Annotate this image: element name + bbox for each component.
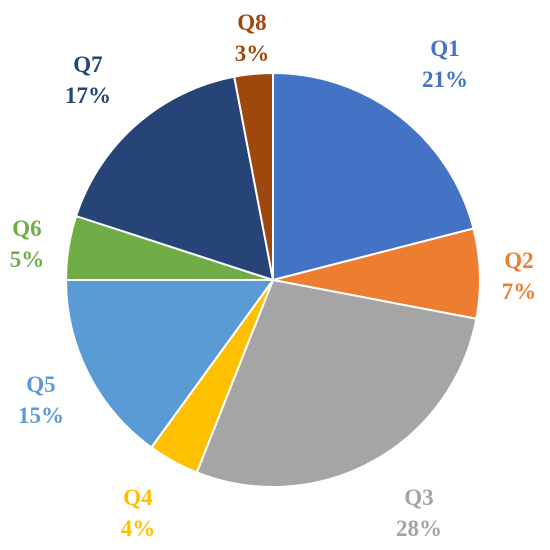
slice-label-q8: Q8 3% xyxy=(235,10,270,66)
pie-slices xyxy=(64,71,481,488)
slice-label-q5: Q5 15% xyxy=(18,372,64,428)
slice-label-q6: Q6 5% xyxy=(10,216,45,272)
slice-percent: 3% xyxy=(235,41,270,66)
pie-slice-q8 xyxy=(233,71,274,281)
slice-label-q1: Q1 21% xyxy=(422,36,468,92)
slice-name: Q8 xyxy=(237,10,266,35)
slice-percent: 4% xyxy=(121,516,156,541)
slice-name: Q4 xyxy=(123,485,153,510)
slice-label-q3: Q3 28% xyxy=(396,485,442,541)
slice-name: Q3 xyxy=(404,485,433,510)
slice-percent: 28% xyxy=(396,516,442,541)
slice-label-q4: Q4 4% xyxy=(121,485,156,541)
slice-label-q7: Q7 17% xyxy=(65,52,111,108)
pie-slice-q5 xyxy=(64,279,275,449)
slice-percent: 7% xyxy=(502,279,537,304)
slice-percent: 15% xyxy=(18,403,64,428)
slice-name: Q5 xyxy=(26,372,55,397)
slice-label-q2: Q2 7% xyxy=(502,248,537,304)
pie-slice-q7 xyxy=(74,75,275,282)
slice-name: Q1 xyxy=(430,36,459,61)
slice-name: Q6 xyxy=(12,216,41,241)
pie-slice-q3 xyxy=(195,278,478,488)
slice-percent: 5% xyxy=(10,247,45,272)
slice-percent: 17% xyxy=(65,83,111,108)
pie-slice-q1 xyxy=(272,71,475,282)
slice-percent: 21% xyxy=(422,67,468,92)
pie-labels: Q1 21%Q2 7%Q3 28%Q4 4%Q5 15%Q6 5%Q7 17%Q8 3% xyxy=(10,10,537,541)
slice-name: Q2 xyxy=(504,248,533,273)
slice-name: Q7 xyxy=(73,52,102,77)
